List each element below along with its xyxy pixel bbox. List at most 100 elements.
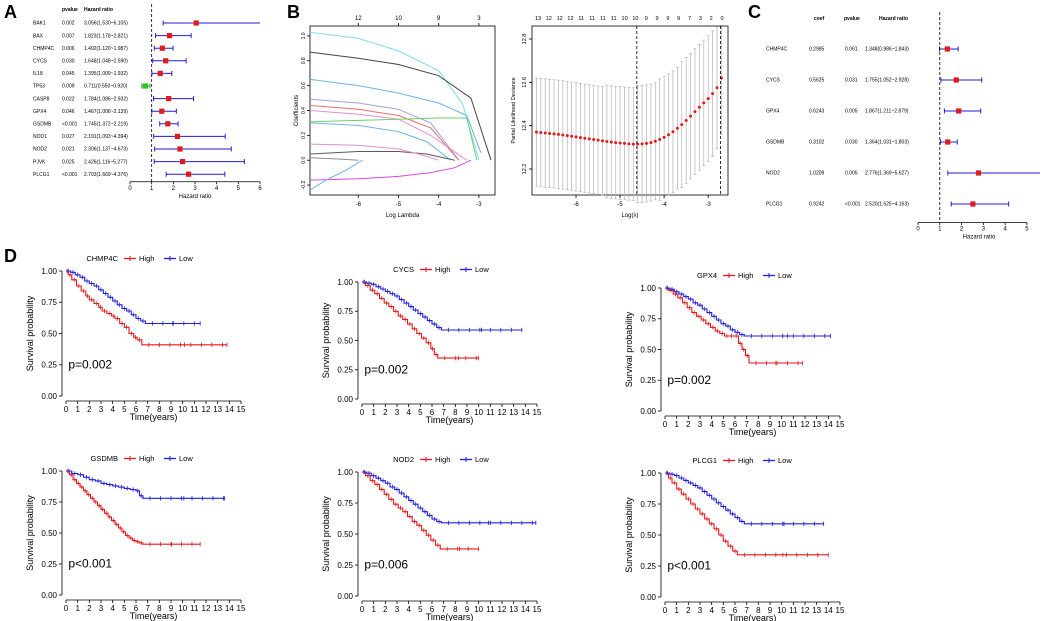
x-tick-label: 3 xyxy=(698,606,703,615)
coef-value: 1.0209 xyxy=(809,171,825,177)
gene-label: NOD2 xyxy=(766,171,780,177)
coefficient-path xyxy=(309,117,478,161)
top-tick-label: 10 xyxy=(395,16,402,22)
hr-text: 2.520(1.525~4.163) xyxy=(865,202,909,208)
y-axis-title: Partial Likelihood Deviance xyxy=(511,77,517,143)
x-axis-title: Time(years) xyxy=(130,611,178,621)
gene-label: CASP8 xyxy=(33,96,50,102)
y-tick-label: 0.50 xyxy=(640,345,656,354)
top-tick-label: 11 xyxy=(589,16,595,22)
x-tick-label: 0 xyxy=(663,420,668,429)
x-tick-label: -5 xyxy=(396,202,402,208)
x-tick-label: 6 xyxy=(430,605,435,614)
hr-text: 0.711(0.550~0.920) xyxy=(84,84,128,90)
x-tick-label: 7 xyxy=(441,605,446,614)
panel-label-c: C xyxy=(748,2,761,22)
gene-label: PLCG1 xyxy=(33,172,50,178)
panel-a-forest-plot: pvalue Hazard ratio BAK1 0.002 3.056(1.530~6… xyxy=(33,4,262,200)
y-tick-label: 0.8 xyxy=(301,57,307,64)
legend-label-high: High xyxy=(435,455,450,464)
x-tick-label: 11 xyxy=(789,420,798,429)
hr-text: 1.867(1.211~2.879) xyxy=(865,109,909,115)
gene-label: NOD1 xyxy=(33,134,47,140)
x-tick-label: 15 xyxy=(237,604,246,613)
top-tick-label: 9 xyxy=(677,16,680,22)
y-tick-label: 12.4 xyxy=(522,120,528,131)
x-axis-title: Log Lambda xyxy=(386,213,420,219)
header-hr: Hazard ratio xyxy=(84,7,113,13)
y-tick-label: 0.00 xyxy=(337,592,353,601)
x-tick-label: 3 xyxy=(395,408,400,417)
coefficient-path xyxy=(309,105,460,161)
gene-label: CYCS xyxy=(33,59,48,65)
x-tick-label: 5 xyxy=(721,606,726,615)
x-tick-label: 13 xyxy=(812,606,821,615)
deviance-point xyxy=(587,137,591,141)
x-axis-title: Time(years) xyxy=(130,412,178,422)
deviance-point xyxy=(552,132,556,136)
x-axis-title: Time(years) xyxy=(729,613,777,621)
deviance-point xyxy=(640,142,644,146)
gene-label: IL18 xyxy=(33,71,43,77)
x-tick-label: 14 xyxy=(225,405,234,414)
deviance-point xyxy=(548,131,552,135)
x-tick-label: 0 xyxy=(64,405,69,414)
x-tick-label: 13 xyxy=(213,604,222,613)
deviance-point xyxy=(702,101,706,105)
x-tick-label: 15 xyxy=(237,405,246,414)
y-tick-label: 1.00 xyxy=(41,267,57,276)
coefficient-path xyxy=(309,159,363,191)
deviance-point xyxy=(653,139,657,143)
coef-value: 0.6243 xyxy=(809,109,825,115)
hr-point xyxy=(142,83,149,89)
x-axis-title: Time(years) xyxy=(729,427,777,437)
x-tick-label: 6 xyxy=(134,405,139,414)
x-tick-label: 8 xyxy=(756,420,761,429)
header-coef: coef xyxy=(814,16,825,22)
x-tick-label: 3 xyxy=(99,405,104,414)
hr-point xyxy=(166,96,172,102)
x-tick-label: 9 xyxy=(465,408,470,417)
deviance-point xyxy=(570,134,574,138)
x-tick-label: 2 xyxy=(383,408,388,417)
deviance-point xyxy=(667,133,671,137)
y-tick-label: 0.50 xyxy=(41,529,57,538)
x-tick-label: 14 xyxy=(824,606,833,615)
pvalue-value: 0.027 xyxy=(62,134,75,140)
deviance-point xyxy=(614,141,618,145)
y-tick-label: 0.25 xyxy=(640,376,656,385)
deviance-point xyxy=(689,114,693,118)
y-tick-label: 0.2 xyxy=(301,132,307,139)
y-tick-label: 0.00 xyxy=(41,591,57,600)
km-gene-title: CHMP4C xyxy=(86,254,118,263)
x-tick-label: 3 xyxy=(193,186,197,192)
deviance-point xyxy=(622,141,626,145)
km-curve-low xyxy=(66,270,201,325)
deviance-point xyxy=(631,142,635,146)
x-tick-label: 7 xyxy=(441,408,446,417)
km-pvalue: p=0.002 xyxy=(68,358,112,372)
hr-text: 3.056(1.530~6.105) xyxy=(84,21,128,27)
x-tick-label: 0 xyxy=(360,408,365,417)
x-tick-label: 1 xyxy=(371,408,376,417)
header-pvalue: pvalue xyxy=(62,7,78,13)
x-tick-label: 1 xyxy=(674,420,679,429)
x-tick-label: -6 xyxy=(573,202,579,208)
top-tick-label: 10 xyxy=(622,16,628,22)
y-tick-label: 0.75 xyxy=(337,499,353,508)
deviance-point xyxy=(715,86,719,90)
panel-label-d: D xyxy=(4,246,17,266)
x-tick-label: 2 xyxy=(87,405,92,414)
coefficient-path xyxy=(309,51,492,161)
gene-label: BAX xyxy=(33,33,44,39)
y-tick-label: 1.00 xyxy=(337,468,353,477)
legend-label-high: High xyxy=(738,456,753,465)
x-tick-label: 1 xyxy=(938,227,942,233)
coefficient-path xyxy=(309,78,482,153)
x-tick-label: 12 xyxy=(202,604,211,613)
x-axis-title: Time(years) xyxy=(426,415,474,425)
gene-label: GSDMB xyxy=(33,122,52,128)
